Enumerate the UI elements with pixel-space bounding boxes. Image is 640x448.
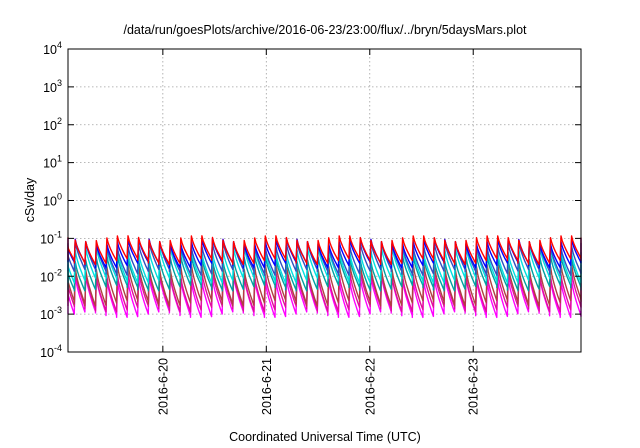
series-line [67,254,582,292]
x-tick-label: 2016-6-21 [260,358,274,415]
x-tick-label: 2016-6-23 [467,358,481,415]
y-tick-label: 104 [43,40,62,57]
y-tick-label: 10-3 [40,305,62,322]
y-tick-label: 100 [43,192,62,209]
x-axis: 2016-6-20 2016-6-21 2016-6-22 2016-6-23 [156,49,481,415]
chart-title: /data/run/goesPlots/archive/2016-06-23/2… [123,23,527,37]
x-tick-label: 2016-6-20 [156,358,170,415]
x-axis-label: Coordinated Universal Time (UTC) [229,430,421,444]
y-tick-label: 102 [43,116,62,133]
y-tick-label: 10-2 [40,267,62,284]
series-line [67,269,582,313]
series-line [67,263,582,307]
series-group [67,235,582,319]
y-tick-label: 10-4 [40,343,62,360]
series-line [67,274,582,319]
y-tick-label: 103 [43,78,62,95]
series-line [67,246,582,284]
series-line [67,241,582,276]
series-line [67,235,582,266]
y-axis-label: cSv/day [23,177,37,222]
y-axis: 10-4 10-3 10-2 10-1 100 101 102 103 104 [40,40,581,360]
y-tick-label: 10-1 [40,229,62,246]
y-tick-label: 101 [43,154,62,171]
x-tick-label: 2016-6-22 [363,358,377,415]
